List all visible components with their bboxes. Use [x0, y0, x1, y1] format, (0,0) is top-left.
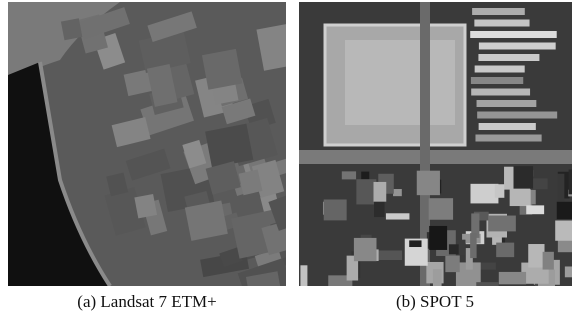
building: [393, 189, 402, 196]
building: [374, 201, 384, 217]
building: [569, 169, 572, 194]
greenhouse: [479, 123, 536, 130]
spot-image: [299, 2, 572, 309]
field: [134, 194, 157, 218]
building: [300, 265, 307, 288]
field: [61, 18, 82, 40]
building: [488, 216, 516, 232]
greenhouse: [474, 20, 529, 27]
building: [377, 250, 402, 260]
building: [409, 240, 421, 247]
page: (a) Landsat 7 ETM+ (b) SPOT 5 (() => { c…: [0, 0, 572, 320]
building: [356, 179, 376, 204]
roof: [345, 40, 455, 125]
building: [510, 187, 531, 206]
greenhouse: [478, 54, 539, 61]
building: [417, 171, 440, 195]
building: [470, 233, 476, 258]
greenhouse: [471, 89, 530, 96]
building: [558, 174, 565, 202]
field: [202, 49, 242, 90]
building: [386, 213, 410, 219]
greenhouse: [477, 112, 557, 119]
building: [514, 166, 534, 188]
building: [476, 282, 498, 309]
greenhouse: [477, 100, 537, 107]
building: [373, 182, 386, 202]
field: [205, 124, 253, 168]
greenhouse: [472, 8, 525, 15]
road: [299, 150, 572, 164]
greenhouse: [470, 31, 557, 38]
field: [185, 200, 228, 240]
building: [557, 202, 572, 219]
caption: (b) SPOT 5: [396, 292, 474, 311]
building: [499, 272, 526, 284]
building: [496, 243, 514, 258]
building: [433, 269, 442, 289]
caption: (a) Landsat 7 ETM+: [77, 292, 216, 311]
greenhouse: [475, 135, 541, 142]
greenhouse: [471, 77, 523, 84]
building: [429, 198, 453, 220]
building: [528, 244, 544, 268]
building: [470, 184, 498, 204]
building: [342, 171, 356, 179]
building: [495, 184, 505, 198]
building: [555, 220, 572, 240]
building: [429, 226, 447, 250]
building: [449, 244, 459, 254]
building: [354, 238, 377, 261]
greenhouse: [479, 43, 556, 50]
building: [543, 252, 554, 270]
greenhouse: [475, 66, 525, 73]
figure: (a) Landsat 7 ETM+ (b) SPOT 5: [0, 0, 572, 320]
building: [526, 205, 544, 214]
landsat-image: [8, 2, 332, 317]
building: [565, 266, 572, 277]
building: [445, 255, 459, 272]
building: [324, 200, 347, 221]
